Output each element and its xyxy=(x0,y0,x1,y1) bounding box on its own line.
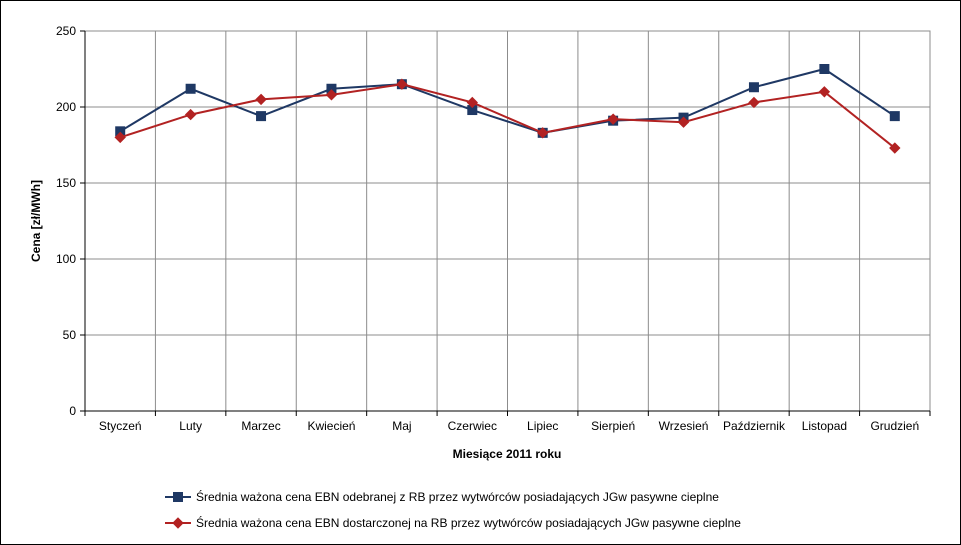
x-tick-label: Maj xyxy=(392,419,411,433)
data-point xyxy=(185,83,196,94)
data-point xyxy=(748,82,759,93)
series xyxy=(114,64,901,154)
y-tick-label: 100 xyxy=(56,252,76,266)
x-tick-label: Wrzesień xyxy=(659,419,709,433)
y-tick-label: 250 xyxy=(56,24,76,38)
y-axis-title: Cena [zł/MWh] xyxy=(29,180,43,262)
x-tick-label: Marzec xyxy=(241,419,280,433)
legend-marker xyxy=(172,517,184,529)
legend-label: Średnia ważona cena EBN dostarczonej na … xyxy=(196,515,741,530)
x-tick-label: Listopad xyxy=(802,419,847,433)
data-point xyxy=(889,111,900,122)
grid xyxy=(84,30,931,412)
x-tick-label: Luty xyxy=(179,419,202,433)
x-tick-label: Czerwiec xyxy=(448,419,497,433)
series-line-1 xyxy=(119,67,896,134)
x-tick-label: Lipiec xyxy=(527,419,558,433)
data-point xyxy=(255,93,267,106)
y-tick-label: 150 xyxy=(56,176,76,190)
x-tick-label: Grudzień xyxy=(870,419,919,433)
legend-item-1: Średnia ważona cena EBN odebranej z RB p… xyxy=(165,489,719,504)
x-tick-label: Sierpień xyxy=(591,419,635,433)
data-point xyxy=(396,78,408,90)
x-axis-title: Miesiące 2011 roku xyxy=(453,447,562,461)
series-line-2 xyxy=(119,83,896,149)
data-point xyxy=(537,127,549,139)
data-point xyxy=(256,111,267,122)
legend-item-2: Średnia ważona cena EBN dostarczonej na … xyxy=(165,515,741,530)
x-tick-label: Styczeń xyxy=(99,419,142,433)
y-tick-label: 0 xyxy=(69,404,76,418)
data-point xyxy=(325,89,338,101)
data-point xyxy=(819,64,830,74)
legend-label: Średnia ważona cena EBN odebranej z RB p… xyxy=(196,489,719,504)
data-point xyxy=(114,131,126,144)
data-point xyxy=(889,142,901,154)
y-tick-label: 200 xyxy=(56,100,76,114)
data-point xyxy=(818,86,831,98)
data-point xyxy=(184,108,197,121)
data-point xyxy=(748,96,760,109)
data-point xyxy=(677,116,690,128)
data-point xyxy=(466,96,478,109)
series-2 xyxy=(114,78,901,154)
legend: Średnia ważona cena EBN odebranej z RB p… xyxy=(165,489,741,530)
x-tick-label: Październik xyxy=(723,419,786,433)
data-point xyxy=(607,113,619,125)
y-tick-label: 50 xyxy=(63,328,77,342)
x-tick-label: Kwiecień xyxy=(307,419,355,433)
axes: 0 50 100 150 200 250 Styczeń Luty Marzec Kwiecień… xyxy=(56,24,931,433)
legend-marker xyxy=(173,492,183,502)
